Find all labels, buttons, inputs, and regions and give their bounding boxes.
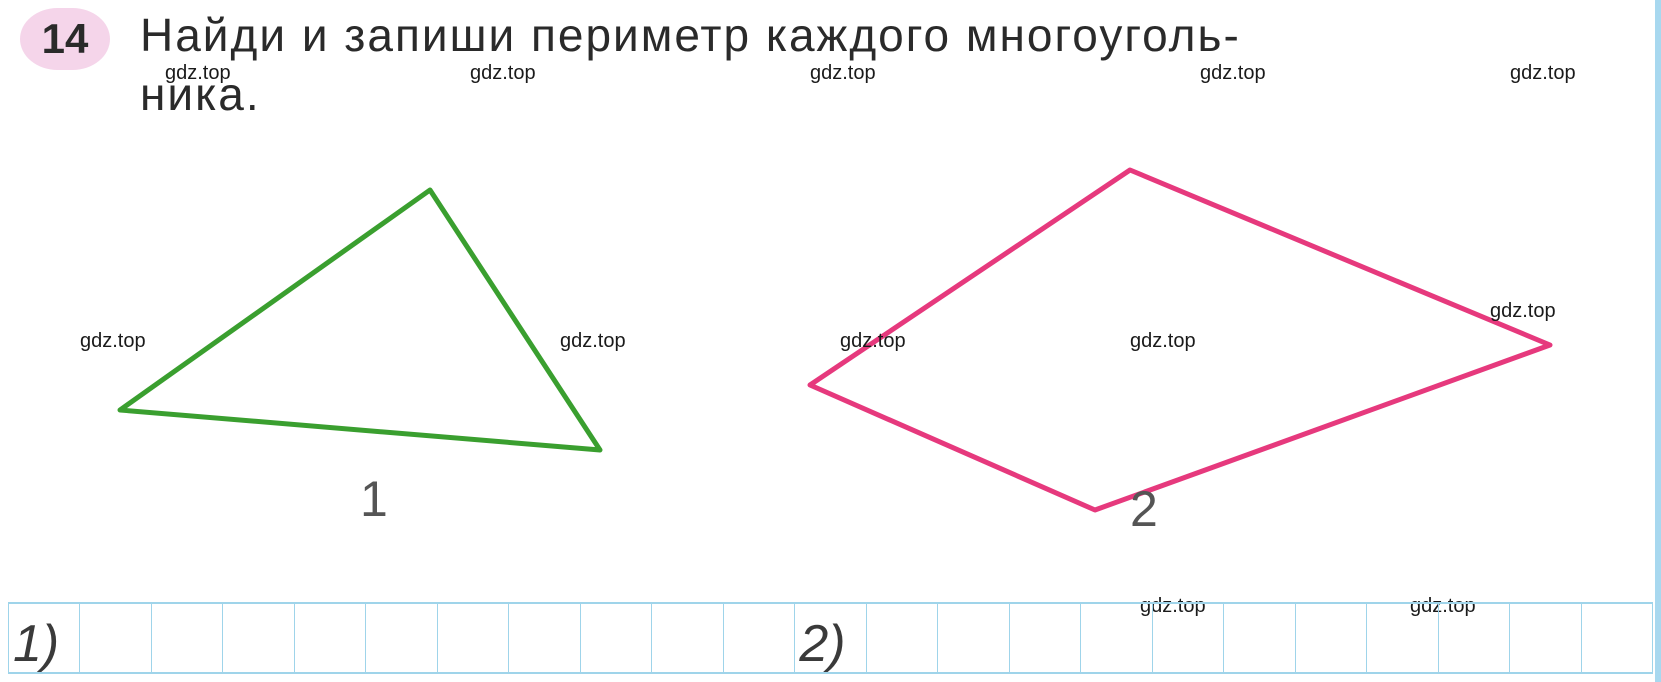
problem-text: Найди и запиши периметр каждого многоуго… [140, 8, 1640, 122]
problem-number-text: 14 [42, 15, 89, 63]
grid-cell [652, 604, 723, 672]
problem-number-badge: 14 [20, 8, 110, 70]
problem-text-line2: ника. [140, 67, 1640, 122]
handwritten-answer-1: 1) [13, 618, 59, 670]
grid-cell [867, 604, 938, 672]
grid-cell [938, 604, 1009, 672]
handwritten-answer-2: 2) [799, 618, 845, 670]
grid-cell [1582, 604, 1653, 672]
figures-area: 1 2 [0, 150, 1661, 530]
grid-cell [1224, 604, 1295, 672]
quadrilateral-label: 2 [1130, 480, 1158, 538]
grid-cell [1510, 604, 1581, 672]
grid-cell [581, 604, 652, 672]
grid-cell [1439, 604, 1510, 672]
grid-cell [223, 604, 294, 672]
page-right-edge [1655, 0, 1661, 682]
grid-cell [366, 604, 437, 672]
grid-cell [1367, 604, 1438, 672]
quadrilateral-figure [0, 150, 1661, 530]
grid-cell [438, 604, 509, 672]
problem-header: 14 Найди и запиши периметр каждого много… [20, 8, 1640, 122]
grid-cell [1010, 604, 1081, 672]
answer-grid: 1) 2) [8, 602, 1653, 674]
grid-cell: 2) [795, 604, 866, 672]
grid-cell [1296, 604, 1367, 672]
grid-cell [1153, 604, 1224, 672]
grid-cell [509, 604, 580, 672]
grid-cell [295, 604, 366, 672]
grid-cell [1081, 604, 1152, 672]
grid-cell [80, 604, 151, 672]
grid-cell [724, 604, 795, 672]
grid-cell: 1) [8, 604, 80, 672]
grid-cell [152, 604, 223, 672]
problem-text-line1: Найди и запиши периметр каждого многоуго… [140, 9, 1241, 61]
